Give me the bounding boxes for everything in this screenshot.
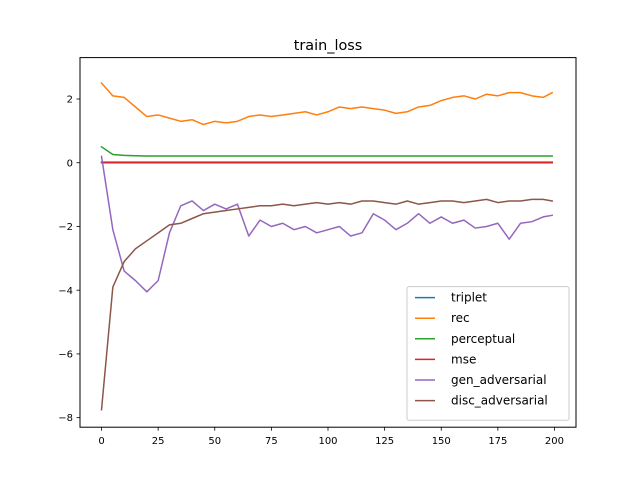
legend-label-disc-adversarial: disc_adversarial xyxy=(451,394,548,408)
legend-label-gen-adversarial: gen_adversarial xyxy=(451,373,547,387)
x-tick-label: 125 xyxy=(375,436,394,447)
legend-label-perceptual: perceptual xyxy=(451,332,515,346)
y-tick-label: −2 xyxy=(58,222,73,233)
series-line-gen-adversarial xyxy=(100,155,554,293)
legend-label-rec: rec xyxy=(451,311,470,325)
x-tick-label: 25 xyxy=(152,436,165,447)
y-axis: −8 −6 −4 −2 0 2 xyxy=(58,95,80,424)
y-tick-label: −6 xyxy=(58,350,73,361)
series-layer xyxy=(100,82,554,411)
series-line-perceptual xyxy=(100,145,553,157)
x-tick-label: 175 xyxy=(488,436,507,447)
x-axis: 0 25 50 75 100 125 150 175 200 xyxy=(98,427,564,447)
x-tick-label: 75 xyxy=(265,436,278,447)
legend-box xyxy=(406,286,570,421)
legend-label-mse: mse xyxy=(451,352,476,366)
legend: triplet rec perceptual mse gen_adversarialdi… xyxy=(406,286,570,421)
legend-label-triplet: triplet xyxy=(451,291,487,305)
series-line-disc-adversarial xyxy=(100,198,554,411)
x-tick-label: 100 xyxy=(318,436,337,447)
x-tick-label: 200 xyxy=(545,436,564,447)
y-tick-label: 0 xyxy=(67,158,73,169)
series-line-rec xyxy=(100,82,554,126)
x-tick-label: 150 xyxy=(432,436,451,447)
y-tick-label: 2 xyxy=(67,95,73,106)
y-tick-label: −8 xyxy=(58,413,73,424)
x-tick-label: 0 xyxy=(98,436,104,447)
y-tick-label: −4 xyxy=(58,286,73,297)
chart-title: train_loss xyxy=(294,38,363,54)
x-tick-label: 50 xyxy=(208,436,221,447)
